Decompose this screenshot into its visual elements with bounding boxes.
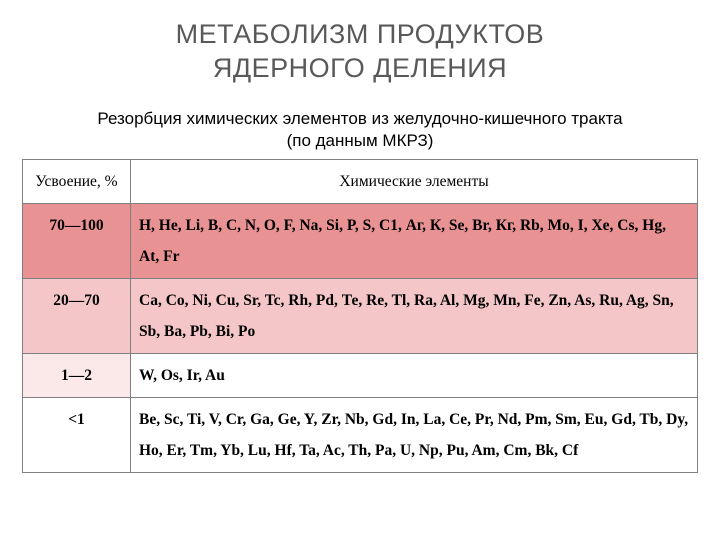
cell-pct: 1—2 xyxy=(23,354,131,398)
subtitle-line-1: Резорбция химических элементов из желудо… xyxy=(97,109,622,128)
cell-pct: <1 xyxy=(23,398,131,473)
title-line-1: МЕТАБОЛИЗМ ПРОДУКТОВ xyxy=(176,19,545,49)
resorption-table: Усвоение, % Химические элементы 70—100 Н… xyxy=(22,159,698,473)
table-row: 1—2 W, Os, Ir, Au xyxy=(23,354,698,398)
table-row: 70—100 Н, Не, Li, В, С, N, O, F, Na, Si,… xyxy=(23,204,698,279)
table-row: 20—70 Ca, Co, Ni, Cu, Sr, Tc, Rh, Pd, Те… xyxy=(23,279,698,354)
table-row: <1 Be, Sc, Ti, V, Cr, Ga, Ge, Y, Zr, Nb,… xyxy=(23,398,698,473)
cell-pct: 20—70 xyxy=(23,279,131,354)
header-pct: Усвоение, % xyxy=(23,160,131,204)
cell-pct: 70—100 xyxy=(23,204,131,279)
header-elems: Химические элементы xyxy=(131,160,698,204)
cell-elems: Ca, Co, Ni, Cu, Sr, Tc, Rh, Pd, Те, Re, … xyxy=(131,279,698,354)
subtitle-line-2: (по данным МКРЗ) xyxy=(287,131,434,150)
cell-elems: Be, Sc, Ti, V, Cr, Ga, Ge, Y, Zr, Nb, Gd… xyxy=(131,398,698,473)
cell-elems: W, Os, Ir, Au xyxy=(131,354,698,398)
title-line-2: ЯДЕРНОГО ДЕЛЕНИЯ xyxy=(213,53,507,83)
slide-title: МЕТАБОЛИЗМ ПРОДУКТОВ ЯДЕРНОГО ДЕЛЕНИЯ xyxy=(22,18,698,86)
cell-elems: Н, Не, Li, В, С, N, O, F, Na, Si, P, S, … xyxy=(131,204,698,279)
slide: МЕТАБОЛИЗМ ПРОДУКТОВ ЯДЕРНОГО ДЕЛЕНИЯ Ре… xyxy=(0,0,720,540)
table-header-row: Усвоение, % Химические элементы xyxy=(23,160,698,204)
slide-subtitle: Резорбция химических элементов из желудо… xyxy=(22,108,698,154)
